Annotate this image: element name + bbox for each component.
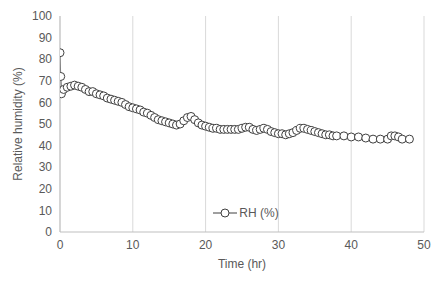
svg-text:20: 20 xyxy=(39,182,53,196)
svg-text:50: 50 xyxy=(417,238,431,252)
svg-text:100: 100 xyxy=(32,9,52,23)
svg-text:90: 90 xyxy=(39,31,53,45)
svg-text:50: 50 xyxy=(39,117,53,131)
svg-text:10: 10 xyxy=(126,238,140,252)
svg-text:80: 80 xyxy=(39,52,53,66)
svg-text:30: 30 xyxy=(39,160,53,174)
svg-text:Relative humidity (%): Relative humidity (%) xyxy=(11,67,25,180)
svg-text:0: 0 xyxy=(57,238,64,252)
svg-text:40: 40 xyxy=(39,139,53,153)
svg-text:70: 70 xyxy=(39,74,53,88)
svg-text:20: 20 xyxy=(199,238,213,252)
svg-text:Time (hr): Time (hr) xyxy=(218,257,266,271)
svg-text:40: 40 xyxy=(345,238,359,252)
svg-text:10: 10 xyxy=(39,204,53,218)
svg-text:0: 0 xyxy=(45,225,52,239)
html-text:RH (%): RH (%) xyxy=(239,206,279,220)
svg-text:30: 30 xyxy=(272,238,286,252)
svg-text:60: 60 xyxy=(39,96,53,110)
